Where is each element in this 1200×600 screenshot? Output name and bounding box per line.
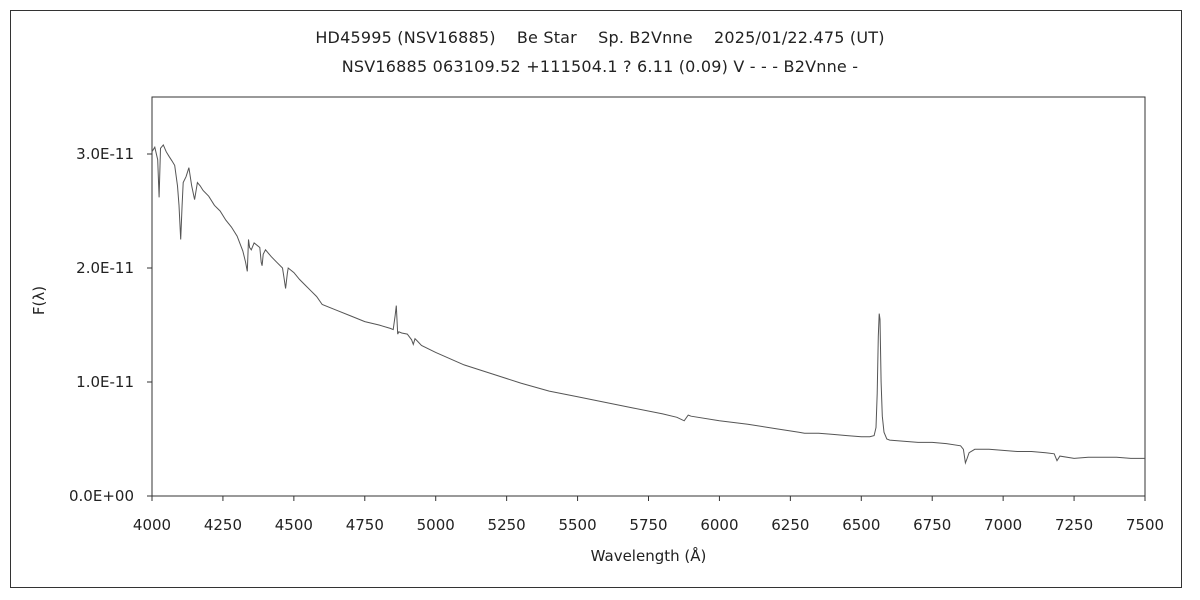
x-tick-label: 4750	[346, 516, 384, 534]
y-tick-label: 2.0E-11	[76, 259, 134, 277]
x-tick-label: 7500	[1126, 516, 1164, 534]
chart-subtitle: NSV16885 063109.52 +111504.1 ? 6.11 (0.0…	[341, 57, 859, 76]
x-tick-label: 4250	[204, 516, 242, 534]
chart-title: HD45995 (NSV16885) Be Star Sp. B2Vnne 20…	[315, 28, 885, 47]
spectrum-series-line	[151, 143, 1145, 465]
x-tick-label: 5250	[488, 516, 526, 534]
y-axis-ticks: 0.0E+00 1.0E-11 2.0E-11 3.0E-11	[69, 145, 152, 505]
x-tick-label: 7000	[984, 516, 1022, 534]
plot-area	[151, 96, 1146, 497]
x-axis-ticks: 4000 4250 4500 4750 5000 5250 5500 5750 6000 6250…	[133, 496, 1164, 534]
y-axis-title: F(λ)	[30, 286, 48, 315]
y-tick-label: 3.0E-11	[76, 145, 134, 163]
x-tick-label: 4000	[133, 516, 171, 534]
x-tick-label: 5000	[417, 516, 455, 534]
x-tick-label: 6250	[771, 516, 809, 534]
chart-frame	[10, 10, 1182, 588]
y-tick-label: 0.0E+00	[69, 487, 134, 505]
x-tick-label: 7250	[1055, 516, 1093, 534]
x-tick-label: 5750	[629, 516, 667, 534]
x-tick-label: 6000	[700, 516, 738, 534]
x-tick-label: 5500	[558, 516, 596, 534]
x-tick-label: 6750	[913, 516, 951, 534]
x-tick-label: 4500	[275, 516, 313, 534]
x-tick-label: 6500	[842, 516, 880, 534]
y-tick-label: 1.0E-11	[76, 373, 134, 391]
x-axis-title: Wavelength (Å)	[591, 546, 707, 565]
